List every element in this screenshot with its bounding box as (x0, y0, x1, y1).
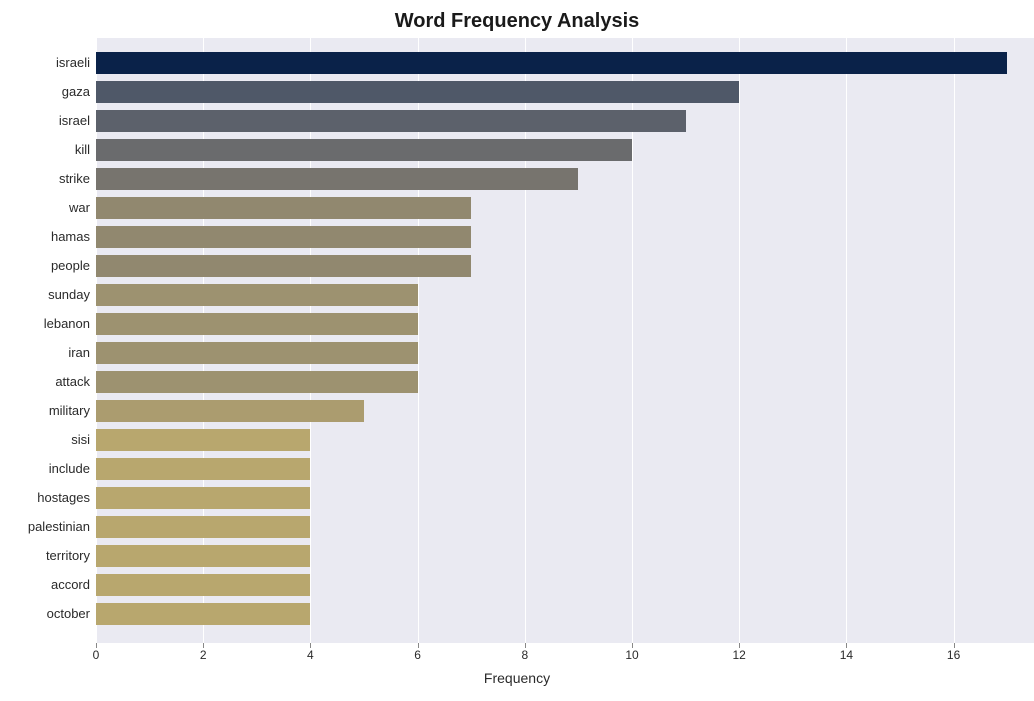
x-tick-label: 2 (183, 648, 223, 662)
y-tick-label: gaza (0, 81, 90, 103)
y-tick-label: israeli (0, 52, 90, 74)
grid-line (954, 38, 955, 643)
x-tick-label: 4 (290, 648, 330, 662)
y-tick-label: october (0, 603, 90, 625)
x-tick-label: 8 (505, 648, 545, 662)
x-tick-label: 16 (934, 648, 974, 662)
chart-title: Word Frequency Analysis (0, 10, 1034, 33)
plot-area (96, 38, 1034, 643)
x-axis-label: Frequency (0, 670, 1034, 686)
bar (96, 110, 686, 132)
y-tick-label: sisi (0, 429, 90, 451)
bar (96, 516, 310, 538)
bar (96, 52, 1007, 74)
y-tick-label: war (0, 197, 90, 219)
bar (96, 400, 364, 422)
bar (96, 81, 739, 103)
y-tick-label: israel (0, 110, 90, 132)
y-tick-label: include (0, 458, 90, 480)
bar (96, 545, 310, 567)
y-tick-label: territory (0, 545, 90, 567)
bar (96, 313, 418, 335)
x-tick-label: 14 (826, 648, 866, 662)
y-tick-label: hostages (0, 487, 90, 509)
bar (96, 603, 310, 625)
y-tick-label: attack (0, 371, 90, 393)
bar (96, 342, 418, 364)
grid-line (739, 38, 740, 643)
x-tick-label: 12 (719, 648, 759, 662)
bar (96, 574, 310, 596)
grid-line (846, 38, 847, 643)
y-tick-label: sunday (0, 284, 90, 306)
x-tick-label: 6 (398, 648, 438, 662)
bar (96, 487, 310, 509)
bar (96, 168, 578, 190)
y-tick-label: palestinian (0, 516, 90, 538)
word-frequency-chart: Word Frequency Analysis Frequency 0 2 4 6 8 1… (0, 0, 1034, 701)
bar (96, 226, 471, 248)
bar (96, 284, 418, 306)
x-tick-label: 10 (612, 648, 652, 662)
bar (96, 197, 471, 219)
y-tick-label: lebanon (0, 313, 90, 335)
y-tick-label: kill (0, 139, 90, 161)
y-tick-label: strike (0, 168, 90, 190)
y-tick-label: hamas (0, 226, 90, 248)
bar (96, 458, 310, 480)
bar (96, 255, 471, 277)
y-tick-label: military (0, 400, 90, 422)
bar (96, 371, 418, 393)
x-tick-label: 0 (76, 648, 116, 662)
bar (96, 139, 632, 161)
y-tick-label: accord (0, 574, 90, 596)
bar (96, 429, 310, 451)
y-tick-label: people (0, 255, 90, 277)
y-tick-label: iran (0, 342, 90, 364)
